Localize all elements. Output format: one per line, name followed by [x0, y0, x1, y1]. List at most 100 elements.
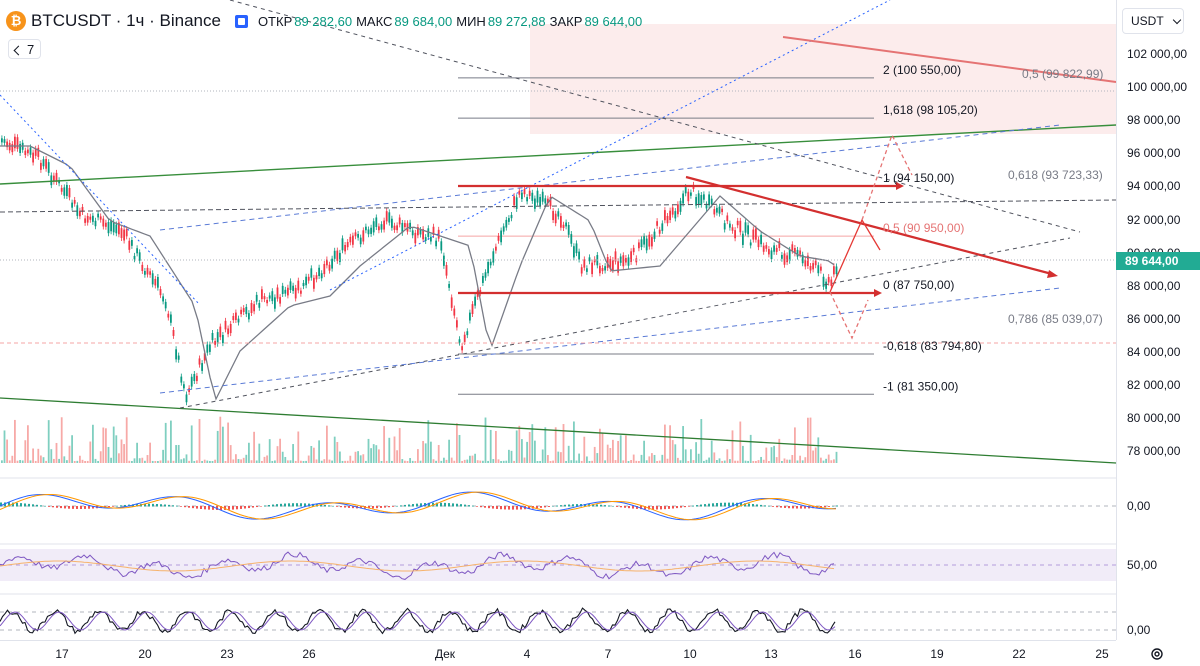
candle-body	[807, 255, 809, 267]
candle-body	[718, 206, 721, 214]
fib-trend-line-top[interactable]	[782, 36, 1117, 83]
macd-histogram-bar	[160, 504, 162, 507]
time-axis[interactable]: 17 20 23 26 Дек 4 7 10 13 16 19 22 25	[0, 640, 1116, 666]
volume-bar	[125, 417, 128, 463]
price-axis[interactable]: USDT 102 000,00 100 000,00 98 000,00 96 000…	[1116, 0, 1200, 640]
volume-bar	[648, 456, 651, 463]
lower-green-trendline[interactable]	[0, 397, 1117, 464]
settings-button[interactable]	[1146, 644, 1168, 664]
volume-bar	[583, 436, 586, 463]
volume-bar	[92, 424, 94, 463]
volume-bar	[331, 460, 333, 463]
volume-bar	[320, 460, 323, 463]
candle-body	[216, 332, 219, 344]
volume-bar	[669, 425, 671, 463]
macd-histogram-bar	[492, 506, 494, 509]
volume-bar	[89, 441, 92, 463]
volume-bar	[131, 460, 133, 463]
candle-body	[799, 250, 801, 255]
support-arrow-head	[874, 289, 882, 297]
volume-bar	[419, 460, 422, 463]
descending-arrow[interactable]	[685, 175, 1053, 276]
volume-bar	[638, 460, 640, 463]
candle-body	[55, 172, 58, 183]
volume-bar	[136, 442, 138, 463]
volume-bar	[508, 449, 510, 463]
symbol-title[interactable]: BTCUSDT · 1ч · Binance	[31, 11, 221, 30]
volume-bar	[255, 460, 258, 463]
blue-dotted-line-rising[interactable]	[329, 0, 891, 291]
volume-bar	[541, 449, 544, 463]
macd-histogram-bar	[620, 506, 622, 508]
macd-histogram-bar	[592, 504, 594, 507]
candle-body	[79, 210, 81, 217]
candle-body	[437, 229, 440, 239]
symbol-bar[interactable]: ₿ BTCUSDT · 1ч · Binance ОТКР 89 282,60 М…	[6, 10, 642, 32]
volume-bar	[458, 434, 461, 463]
candle-body	[102, 218, 105, 227]
fib-left-labels: 2 (100 550,00) 1,618 (98 105,20) 1 (94 150…	[883, 63, 982, 393]
chevron-down-icon	[13, 45, 24, 55]
macd-histogram-bar	[568, 504, 570, 507]
volume-bar	[315, 459, 318, 463]
blue-dotted-line-left[interactable]	[0, 94, 201, 306]
macd-histogram-bar	[584, 504, 586, 507]
projection-path-dashed-up[interactable]	[861, 133, 913, 221]
candle-body	[601, 267, 604, 272]
upper-green-trendline[interactable]	[0, 124, 1117, 185]
macd-histogram-bar	[200, 506, 202, 509]
macd-histogram-bar	[40, 505, 42, 507]
volume-bar	[86, 460, 89, 463]
volume-bar	[502, 460, 505, 463]
fib-level-label: 1,618 (98 105,20)	[883, 103, 978, 117]
volume-bar	[248, 442, 250, 463]
volume-bar	[388, 437, 391, 463]
candle-body	[89, 216, 92, 220]
candle-body	[362, 230, 365, 242]
projection-path-solid[interactable]	[829, 218, 881, 293]
dashed-up-channel[interactable]	[179, 237, 1071, 409]
volume-bar	[664, 424, 666, 463]
candle-body	[318, 267, 320, 276]
volume-bar	[586, 456, 588, 463]
macd-histogram-bar	[536, 506, 538, 509]
currency-select[interactable]: USDT	[1122, 8, 1184, 34]
volume-bar	[487, 460, 489, 463]
candle-body	[609, 258, 612, 269]
volume-bar	[609, 448, 612, 463]
macd-histogram-bar	[228, 506, 230, 510]
dashed-down-channel[interactable]	[229, 0, 1081, 233]
horizontal-dashed-level[interactable]	[0, 199, 1117, 213]
candle-body	[385, 211, 388, 222]
macd-histogram-bar	[188, 506, 190, 508]
candle-body	[45, 159, 47, 169]
indicators-toggle-button[interactable]: 7	[8, 39, 42, 59]
candle-body	[344, 245, 346, 252]
volume-bar	[830, 460, 833, 463]
blue-dashed-channel-top[interactable]	[159, 124, 1061, 231]
candle-body	[794, 247, 796, 254]
macd-histogram-bar	[224, 506, 226, 510]
market-status-icon[interactable]	[234, 14, 248, 28]
candle-body	[791, 244, 794, 251]
blue-dashed-channel-bottom[interactable]	[159, 287, 1061, 394]
volume-bar	[495, 430, 497, 463]
projection-path-dashed-down[interactable]	[829, 291, 869, 340]
candle-body	[661, 223, 664, 231]
volume-bar	[170, 420, 172, 463]
macd-histogram-bar	[64, 506, 66, 509]
volume-bar	[729, 459, 731, 463]
volume-bar	[762, 459, 765, 463]
volume-bar	[783, 458, 786, 463]
macd-histogram-bar	[684, 506, 686, 508]
macd-histogram-bar	[660, 506, 662, 510]
volume-bar	[307, 455, 310, 463]
volume-bar	[380, 460, 383, 463]
ohlc-close-label: ЗАКР	[549, 13, 583, 29]
candle-body	[747, 225, 749, 235]
volume-bar	[110, 457, 112, 463]
volume-bar	[292, 444, 294, 463]
volume-bar	[414, 460, 417, 463]
volume-bar	[476, 460, 479, 463]
